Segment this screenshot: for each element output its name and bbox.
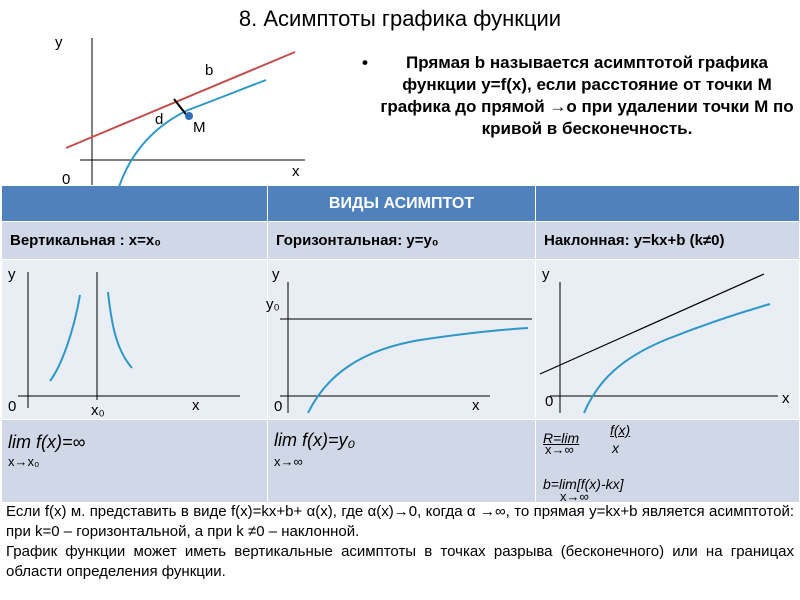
graph-cell-vertical (2, 260, 268, 420)
top-origin-label: 0 (62, 171, 71, 188)
slide-title: 8. Асимптоты графика функции (238, 6, 562, 31)
definition-bullet: • (362, 53, 368, 72)
type-horizontal-label: Горизонтальная: y=y₀ (276, 232, 439, 249)
horiz-y-label: y (272, 266, 280, 283)
limit-k-den: x (612, 440, 619, 456)
bottom-explanation: Если f(x) м. представить в виде f(x)=kx+… (6, 502, 794, 582)
top-b-label: b (205, 62, 214, 79)
horiz-y0-label: y₀ (266, 296, 280, 313)
type-vertical-label: Вертикальная : x=x₀ (10, 232, 161, 249)
vert-y-label: y (8, 266, 16, 283)
graph-cell-oblique (536, 260, 800, 420)
limit-k-sub: x→∞ (545, 442, 574, 457)
obl-x-label: x (782, 390, 790, 407)
type-vertical: Вертикальная : x=x₀ (2, 222, 268, 260)
limit-k-num: f(x) (610, 422, 631, 438)
top-asymptote-graph (65, 38, 305, 190)
table-header-label: ВИДЫ АСИМПТОТ (328, 194, 475, 212)
limit-cell-horizontal (268, 420, 536, 503)
asymptote-types-table: ВИДЫ АСИМПТОТ Вертикальная : x=x₀ Горизо… (2, 186, 800, 503)
type-oblique: Наклонная: y=kx+b (k≠0) (536, 222, 800, 260)
top-m-label: M (193, 119, 206, 136)
type-horizontal: Горизонтальная: y=y₀ (268, 222, 536, 260)
type-oblique-label: Наклонная: y=kx+b (k≠0) (544, 232, 725, 249)
limit-k-expr: R=lim (543, 430, 580, 446)
limit-horizontal: lim f(x)=y₀ (274, 430, 356, 450)
vert-x0-label: x₀ (91, 402, 105, 419)
vert-x-label: x (192, 397, 200, 414)
vert-origin-label: 0 (8, 398, 17, 415)
horiz-x-label: x (472, 397, 480, 414)
limit-cell-vertical (2, 420, 268, 503)
graph-cell-horizontal (268, 260, 536, 420)
top-x-label: x (292, 163, 300, 180)
bottom-paragraph-1: Если f(x) м. представить в виде f(x)=kx+… (6, 503, 794, 540)
bottom-paragraph-2: График функции может иметь вертикальные … (6, 543, 794, 580)
obl-y-label: y (542, 266, 550, 283)
definition-text: Прямая b называется асимптотой графика ф… (380, 53, 794, 138)
top-d-label: d (155, 111, 164, 128)
top-y-label: y (55, 34, 63, 51)
limit-b-sub: x→∞ (560, 489, 589, 504)
limit-vertical-sub: x→x₀ (8, 454, 40, 469)
table-header: ВИДЫ АСИМПТОТ (268, 186, 536, 222)
limit-b-expr: b=lim[f(x)-kx] (543, 476, 624, 492)
limit-vertical: lim f(x)=∞ (8, 432, 86, 452)
horiz-origin-label: 0 (274, 398, 283, 415)
limit-horizontal-sub: x→∞ (274, 454, 303, 469)
asymptote-definition: • Прямая b называется асимптотой графика… (362, 52, 794, 140)
table-header-empty-right (536, 186, 800, 222)
table-header-empty-left (2, 186, 268, 222)
obl-origin-label: 0 (545, 393, 554, 410)
